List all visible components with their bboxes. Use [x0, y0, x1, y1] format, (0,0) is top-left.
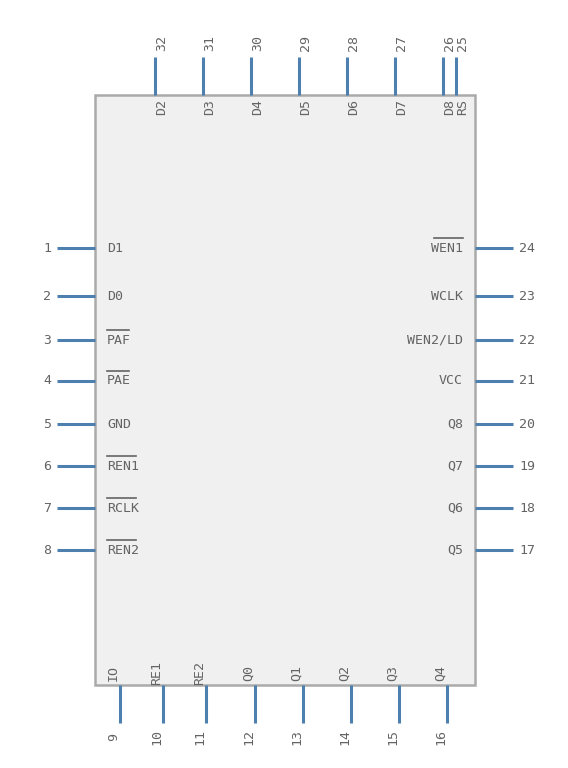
Text: Q3: Q3: [386, 665, 399, 681]
Text: 23: 23: [519, 290, 535, 303]
Text: VCC: VCC: [439, 375, 463, 388]
Text: 1: 1: [43, 241, 51, 254]
Text: 8: 8: [43, 544, 51, 557]
Text: RS: RS: [456, 99, 469, 115]
Text: 10: 10: [150, 729, 163, 745]
Text: D8: D8: [443, 99, 456, 115]
Text: 7: 7: [43, 502, 51, 515]
Text: 16: 16: [434, 729, 447, 745]
Text: D5: D5: [299, 99, 312, 115]
Text: 14: 14: [338, 729, 351, 745]
Text: IO: IO: [107, 665, 120, 681]
Text: Q1: Q1: [290, 665, 303, 681]
Text: Q4: Q4: [434, 665, 447, 681]
Text: D7: D7: [395, 99, 408, 115]
Text: Q7: Q7: [447, 459, 463, 472]
Text: PAF: PAF: [107, 333, 131, 346]
Text: 15: 15: [386, 729, 399, 745]
Text: 9: 9: [107, 733, 120, 741]
Text: Q8: Q8: [447, 418, 463, 431]
Text: 2: 2: [43, 290, 51, 303]
Text: 21: 21: [519, 375, 535, 388]
Text: 20: 20: [519, 418, 535, 431]
Text: Q0: Q0: [242, 665, 255, 681]
Text: GND: GND: [107, 418, 131, 431]
Text: 25: 25: [456, 35, 469, 51]
Text: 5: 5: [43, 418, 51, 431]
Text: 4: 4: [43, 375, 51, 388]
Text: RE2: RE2: [193, 661, 206, 685]
Text: 22: 22: [519, 333, 535, 346]
Text: 30: 30: [251, 35, 264, 51]
Text: D6: D6: [347, 99, 360, 115]
Text: 32: 32: [155, 35, 168, 51]
Text: WEN2/LD: WEN2/LD: [407, 333, 463, 346]
Text: D4: D4: [251, 99, 264, 115]
Text: REN2: REN2: [107, 544, 139, 557]
Text: WEN1: WEN1: [431, 241, 463, 254]
Text: 11: 11: [193, 729, 206, 745]
Text: Q5: Q5: [447, 544, 463, 557]
Text: RCLK: RCLK: [107, 502, 139, 515]
Text: 26: 26: [443, 35, 456, 51]
Text: 6: 6: [43, 459, 51, 472]
Text: 19: 19: [519, 459, 535, 472]
Text: REN1: REN1: [107, 459, 139, 472]
Bar: [95, 95, 475, 685]
Text: Q6: Q6: [447, 502, 463, 515]
Text: Q2: Q2: [338, 665, 351, 681]
Text: 17: 17: [519, 544, 535, 557]
Text: 28: 28: [347, 35, 360, 51]
Text: 29: 29: [299, 35, 312, 51]
Text: WCLK: WCLK: [431, 290, 463, 303]
Text: 27: 27: [395, 35, 408, 51]
Text: D2: D2: [155, 99, 168, 115]
Text: PAE: PAE: [107, 375, 131, 388]
Text: RE1: RE1: [150, 661, 163, 685]
Text: D1: D1: [107, 241, 123, 254]
Text: 12: 12: [242, 729, 255, 745]
Text: 18: 18: [519, 502, 535, 515]
Text: 31: 31: [203, 35, 216, 51]
Text: D3: D3: [203, 99, 216, 115]
Text: 3: 3: [43, 333, 51, 346]
Text: 24: 24: [519, 241, 535, 254]
Text: 13: 13: [290, 729, 303, 745]
Text: D0: D0: [107, 290, 123, 303]
